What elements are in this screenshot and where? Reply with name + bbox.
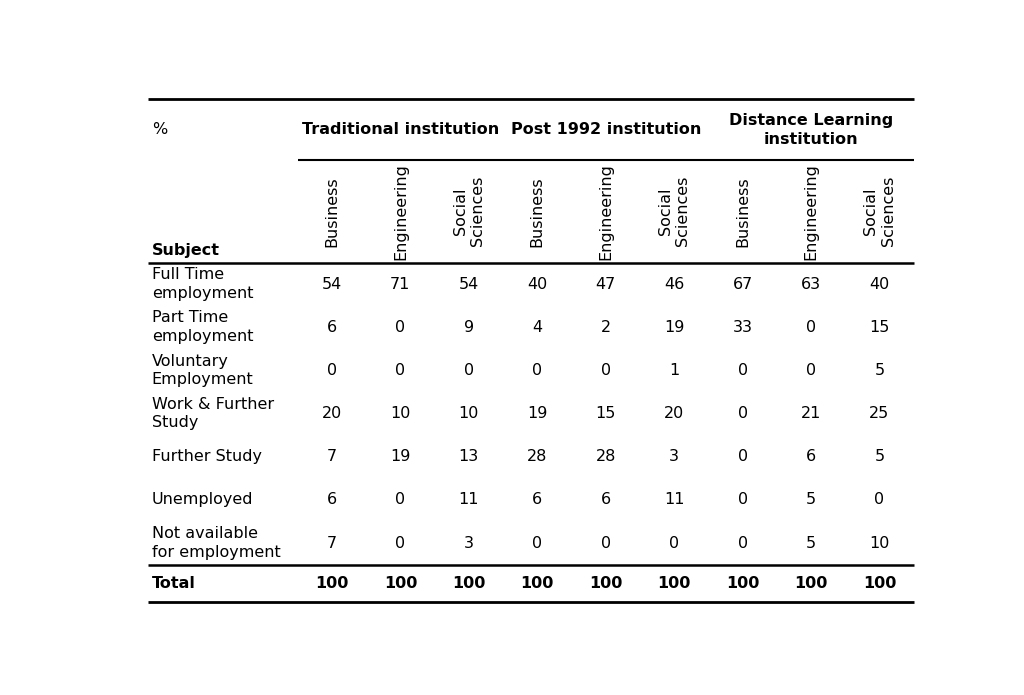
Text: 100: 100	[863, 576, 896, 591]
Text: 0: 0	[601, 536, 610, 550]
Text: Social
Sciences: Social Sciences	[658, 176, 690, 247]
Text: 28: 28	[527, 449, 548, 464]
Text: Engineering: Engineering	[393, 163, 408, 260]
Text: 5: 5	[806, 536, 816, 550]
Text: Work & Further
Study: Work & Further Study	[152, 397, 274, 430]
Text: Part Time
employment: Part Time employment	[152, 311, 253, 344]
Text: Not available
for employment: Not available for employment	[152, 526, 281, 560]
Text: 0: 0	[395, 363, 406, 378]
Text: 100: 100	[520, 576, 554, 591]
Text: 15: 15	[596, 406, 615, 421]
Text: 19: 19	[527, 406, 548, 421]
Text: 0: 0	[532, 363, 543, 378]
Text: 7: 7	[327, 536, 337, 550]
Text: 13: 13	[459, 449, 479, 464]
Text: 47: 47	[596, 277, 615, 292]
Text: 0: 0	[395, 320, 406, 335]
Text: 71: 71	[390, 277, 411, 292]
Text: Business: Business	[325, 176, 340, 247]
Text: %: %	[152, 122, 167, 137]
Text: 100: 100	[657, 576, 691, 591]
Text: 40: 40	[527, 277, 548, 292]
Text: 46: 46	[664, 277, 684, 292]
Text: 0: 0	[737, 449, 748, 464]
Text: Business: Business	[529, 176, 545, 247]
Text: 100: 100	[453, 576, 485, 591]
Text: 0: 0	[532, 536, 543, 550]
Text: 3: 3	[669, 449, 679, 464]
Text: 67: 67	[732, 277, 753, 292]
Text: 9: 9	[464, 320, 474, 335]
Text: Engineering: Engineering	[598, 163, 613, 260]
Text: 7: 7	[327, 449, 337, 464]
Text: Subject: Subject	[152, 243, 220, 259]
Text: Further Study: Further Study	[152, 449, 262, 464]
Text: 10: 10	[459, 406, 479, 421]
Text: 0: 0	[464, 363, 474, 378]
Text: Business: Business	[735, 176, 751, 247]
Text: 0: 0	[737, 536, 748, 550]
Text: Post 1992 institution: Post 1992 institution	[511, 122, 700, 137]
Text: Full Time
employment: Full Time employment	[152, 268, 253, 301]
Text: 6: 6	[327, 320, 337, 335]
Text: 54: 54	[459, 277, 479, 292]
Text: 0: 0	[327, 363, 337, 378]
Text: 100: 100	[726, 576, 759, 591]
Text: 10: 10	[390, 406, 411, 421]
Text: 0: 0	[737, 406, 748, 421]
Text: 21: 21	[801, 406, 821, 421]
Text: Voluntary
Employment: Voluntary Employment	[152, 354, 254, 387]
Text: 100: 100	[384, 576, 417, 591]
Text: Engineering: Engineering	[804, 163, 818, 260]
Text: 6: 6	[806, 449, 816, 464]
Text: Traditional institution: Traditional institution	[302, 122, 499, 137]
Text: 19: 19	[390, 449, 411, 464]
Text: 1: 1	[669, 363, 679, 378]
Text: 0: 0	[737, 363, 748, 378]
Text: 0: 0	[806, 320, 816, 335]
Text: 19: 19	[664, 320, 684, 335]
Text: 2: 2	[601, 320, 610, 335]
Text: 0: 0	[395, 492, 406, 507]
Text: Social
Sciences: Social Sciences	[863, 176, 896, 247]
Text: 5: 5	[806, 492, 816, 507]
Text: 0: 0	[395, 536, 406, 550]
Text: 25: 25	[869, 406, 890, 421]
Text: 0: 0	[874, 492, 885, 507]
Text: 20: 20	[664, 406, 684, 421]
Text: 5: 5	[874, 449, 885, 464]
Text: 3: 3	[464, 536, 474, 550]
Text: 63: 63	[801, 277, 821, 292]
Text: 100: 100	[315, 576, 349, 591]
Text: 6: 6	[601, 492, 610, 507]
Text: 11: 11	[459, 492, 479, 507]
Text: 6: 6	[532, 492, 543, 507]
Text: 11: 11	[664, 492, 684, 507]
Text: 4: 4	[532, 320, 543, 335]
Text: Social
Sciences: Social Sciences	[453, 176, 485, 247]
Text: 10: 10	[869, 536, 890, 550]
Text: 40: 40	[869, 277, 890, 292]
Text: Total: Total	[152, 576, 196, 591]
Text: 54: 54	[322, 277, 342, 292]
Text: 0: 0	[806, 363, 816, 378]
Text: 0: 0	[601, 363, 610, 378]
Text: 100: 100	[795, 576, 827, 591]
Text: Distance Learning
institution: Distance Learning institution	[729, 113, 893, 147]
Text: 28: 28	[596, 449, 615, 464]
Text: 100: 100	[589, 576, 623, 591]
Text: 6: 6	[327, 492, 337, 507]
Text: 0: 0	[669, 536, 679, 550]
Text: 33: 33	[732, 320, 753, 335]
Text: 0: 0	[737, 492, 748, 507]
Text: Unemployed: Unemployed	[152, 492, 253, 507]
Text: 15: 15	[869, 320, 890, 335]
Text: 20: 20	[322, 406, 342, 421]
Text: 5: 5	[874, 363, 885, 378]
